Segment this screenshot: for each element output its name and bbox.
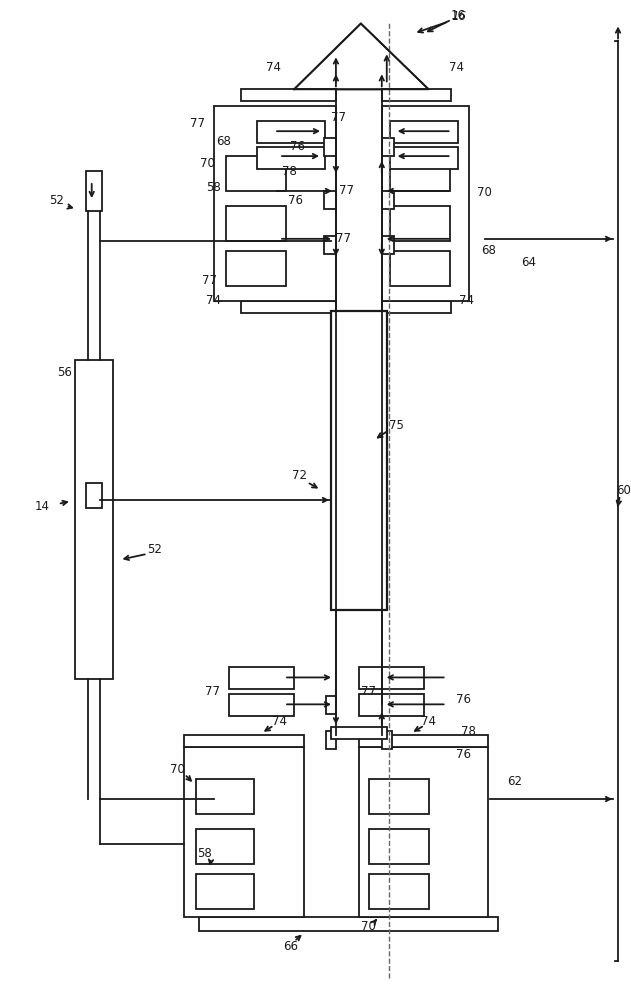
Text: 52: 52	[147, 543, 162, 556]
Text: 70: 70	[200, 157, 215, 170]
Bar	[390, 156, 449, 191]
Bar	[196, 874, 254, 909]
Bar	[326, 696, 336, 714]
Polygon shape	[294, 24, 428, 89]
Bar	[359, 667, 423, 689]
Text: 76: 76	[290, 140, 305, 153]
Text: 68: 68	[481, 244, 496, 257]
Text: 70: 70	[362, 920, 376, 933]
Text: 77: 77	[205, 685, 220, 698]
Bar	[86, 171, 102, 211]
Text: 62: 62	[507, 775, 522, 788]
Text: 66: 66	[283, 940, 298, 953]
Text: 77: 77	[190, 117, 205, 130]
Bar	[86, 483, 102, 508]
Bar	[199, 917, 498, 931]
Bar	[369, 874, 428, 909]
Bar	[382, 236, 394, 254]
Bar	[324, 191, 336, 209]
Text: 70: 70	[170, 763, 185, 776]
Bar	[196, 779, 254, 814]
Bar	[241, 301, 336, 313]
Bar	[359, 747, 488, 917]
Text: 74: 74	[271, 715, 286, 728]
Bar	[229, 694, 294, 716]
Bar	[390, 206, 449, 241]
Text: 74: 74	[266, 61, 281, 74]
Bar	[196, 829, 254, 864]
Text: 58: 58	[206, 181, 221, 194]
Text: 77: 77	[331, 111, 346, 124]
Bar	[74, 360, 113, 679]
Bar	[382, 731, 392, 749]
Text: 74: 74	[206, 294, 221, 307]
Bar	[331, 311, 387, 610]
Text: 70: 70	[477, 186, 492, 199]
Text: 74: 74	[421, 715, 436, 728]
Bar	[257, 147, 325, 169]
Bar	[326, 731, 336, 749]
Text: 56: 56	[57, 366, 72, 379]
Bar	[382, 138, 394, 156]
Bar	[324, 138, 336, 156]
Bar	[215, 106, 336, 301]
Bar	[359, 735, 488, 747]
Bar	[257, 121, 325, 143]
Text: 58: 58	[197, 847, 212, 860]
Bar	[390, 121, 457, 143]
Bar	[184, 747, 304, 917]
Text: 77: 77	[202, 274, 217, 287]
Text: 76: 76	[456, 748, 471, 761]
Bar	[382, 106, 468, 301]
Bar	[241, 89, 336, 101]
Bar	[390, 147, 457, 169]
Text: 78: 78	[281, 165, 297, 178]
Bar	[382, 89, 451, 101]
Text: 77: 77	[362, 685, 376, 698]
Text: 60: 60	[616, 484, 631, 497]
Bar	[227, 206, 286, 241]
Bar	[359, 694, 423, 716]
Bar	[369, 779, 428, 814]
Bar	[390, 251, 449, 286]
Text: 72: 72	[292, 469, 307, 482]
Bar	[331, 727, 387, 739]
Text: 76: 76	[456, 693, 471, 706]
Bar	[229, 667, 294, 689]
Bar	[184, 735, 304, 747]
Bar	[227, 251, 286, 286]
Text: 77: 77	[339, 184, 355, 197]
Bar	[227, 156, 286, 191]
Text: 14: 14	[34, 500, 49, 513]
Text: 76: 76	[288, 194, 302, 207]
Text: 68: 68	[216, 135, 231, 148]
Bar	[382, 191, 394, 209]
Bar	[369, 829, 428, 864]
Text: 75: 75	[389, 419, 404, 432]
Text: 74: 74	[459, 294, 474, 307]
Text: 77: 77	[336, 232, 351, 245]
Bar	[382, 301, 451, 313]
Text: 52: 52	[49, 194, 64, 207]
Text: 74: 74	[449, 61, 464, 74]
Bar	[382, 696, 392, 714]
Text: 16: 16	[451, 10, 466, 23]
Bar	[324, 236, 336, 254]
Text: 78: 78	[461, 725, 476, 738]
Text: 64: 64	[521, 256, 536, 269]
Text: 16: 16	[451, 9, 466, 22]
